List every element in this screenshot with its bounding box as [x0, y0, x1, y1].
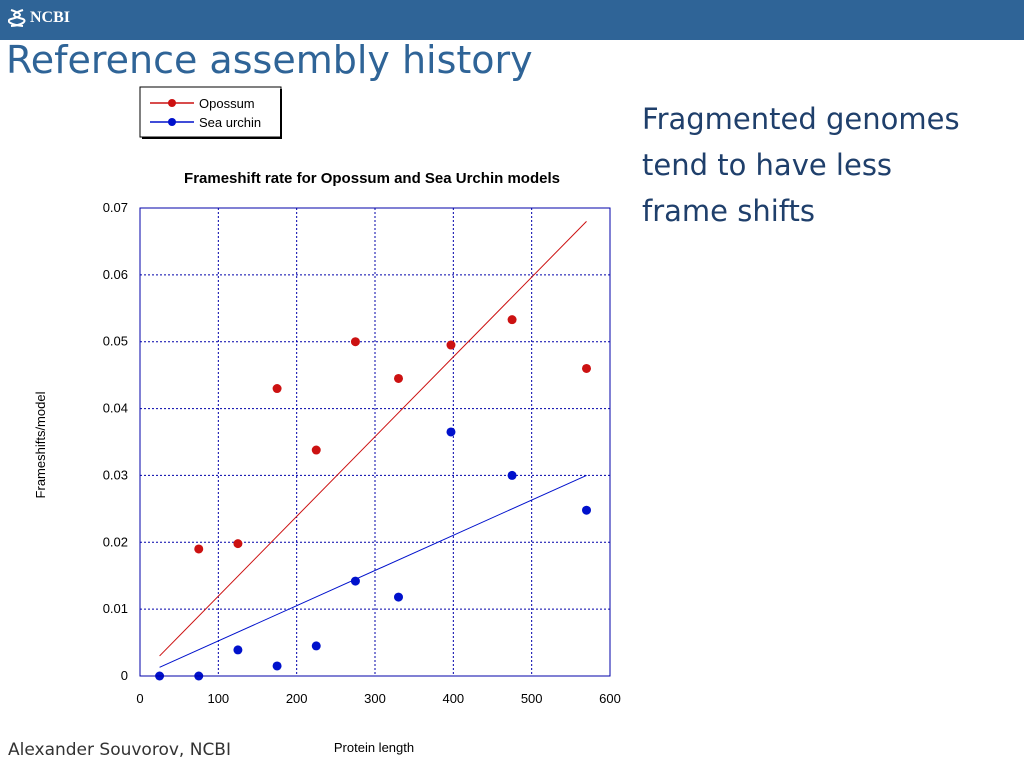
chart-title: Frameshift rate for Opossum and Sea Urch… [184, 170, 560, 187]
ncbi-logo: NCBI [8, 8, 70, 28]
sea-urchin-point [394, 592, 403, 602]
frameshift-chart: Opossum Sea urchin Frameshift rate for Op… [33, 86, 621, 755]
opossum-point [311, 445, 321, 455]
opossum-legend-marker [168, 99, 176, 107]
footer-author: Alexander Souvorov, NCBI [8, 740, 231, 760]
side-text: Fragmented genomes tend to have less fra… [642, 102, 960, 228]
sea-urchin-point [446, 427, 456, 437]
sea-urchin-legend-label: Sea urchin [199, 115, 261, 130]
legend: Opossum Sea urchin [139, 86, 282, 139]
x-tick-label: 0 [136, 691, 143, 706]
x-axis-ticks: 0 100 200 300 400 500 600 [136, 691, 620, 706]
opossum-point [507, 315, 517, 325]
x-tick-label: 300 [364, 691, 386, 706]
plot-frame [139, 207, 611, 677]
y-tick-label: 0.07 [103, 200, 128, 215]
x-tick-label: 100 [207, 691, 229, 706]
y-tick-label: 0.01 [103, 601, 128, 616]
y-tick-label: 0 [121, 668, 128, 683]
opossum-point [194, 544, 204, 554]
sea-urchin-point [507, 470, 517, 480]
x-tick-label: 600 [599, 691, 621, 706]
opossum-trend-line [159, 221, 587, 657]
y-axis-ticks: 0 0.01 0.02 0.03 0.04 0.05 0.06 0.07 [103, 200, 128, 683]
trend-lines [159, 221, 587, 668]
y-tick-label: 0.02 [103, 534, 128, 549]
sea-urchin-point [311, 641, 321, 651]
x-tick-label: 500 [521, 691, 543, 706]
y-tick-label: 0.05 [103, 334, 128, 349]
sea-urchin-trend-line [159, 474, 587, 668]
sea-urchin-point [272, 661, 282, 671]
opossum-point [582, 363, 591, 373]
slide-title: Reference assembly history [6, 38, 533, 82]
y-axis-label: Frameshifts/model [33, 391, 48, 498]
opossum-legend-label: Opossum [199, 96, 255, 111]
opossum-point [446, 340, 456, 350]
y-tick-label: 0.03 [103, 467, 128, 482]
opossum-point [350, 337, 360, 347]
y-tick-label: 0.04 [103, 401, 128, 416]
data-points [155, 315, 591, 681]
logo-text: NCBI [30, 9, 71, 26]
sea-urchin-legend-marker [168, 118, 176, 126]
grid [140, 208, 610, 676]
x-tick-label: 200 [286, 691, 308, 706]
x-axis-label: Protein length [334, 740, 414, 755]
header-bar: NCBI [0, 0, 1024, 40]
y-tick-label: 0.06 [103, 267, 128, 282]
opossum-point [233, 539, 243, 549]
dna-helix-icon [8, 9, 26, 27]
opossum-point [272, 384, 282, 394]
opossum-point [394, 373, 403, 383]
sea-urchin-point [233, 645, 243, 655]
x-tick-label: 400 [442, 691, 464, 706]
sea-urchin-point [582, 505, 591, 515]
sea-urchin-point [350, 576, 360, 586]
